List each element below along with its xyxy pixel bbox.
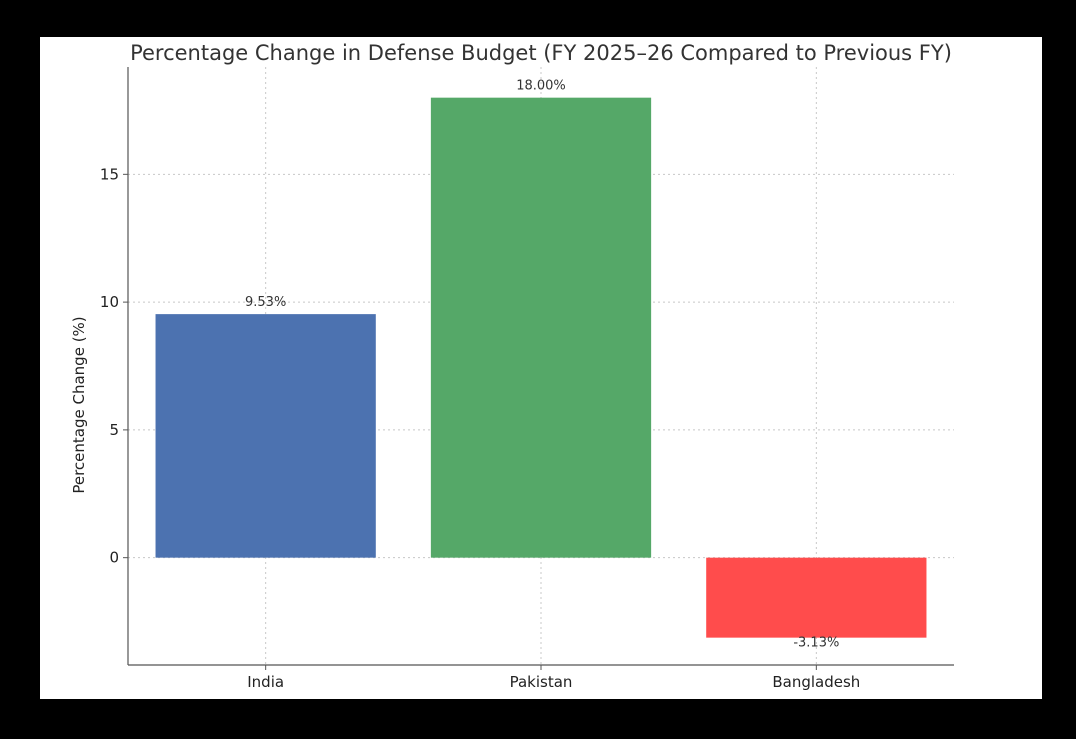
- y-tick-label: 10: [100, 293, 119, 311]
- bar-chart: Percentage Change in Defense Budget (FY …: [70, 41, 954, 691]
- bar-india: [155, 314, 376, 558]
- data-label-pakistan: 18.00%: [516, 79, 566, 94]
- x-tick-label: Pakistan: [510, 673, 573, 691]
- bar-bangladesh: [706, 557, 927, 638]
- y-tick-label: 15: [100, 165, 119, 183]
- bar-pakistan: [430, 97, 652, 558]
- data-label-bangladesh: -3.13%: [793, 636, 839, 651]
- bars-layer: [155, 97, 927, 638]
- y-tick-label: 0: [109, 549, 119, 567]
- chart-figure: Percentage Change in Defense Budget (FY …: [40, 37, 1042, 699]
- x-tick-label: Bangladesh: [772, 673, 860, 691]
- y-tick-label: 5: [109, 421, 119, 439]
- data-label-india: 9.53%: [245, 295, 286, 310]
- y-axis-title: Percentage Change (%): [70, 316, 88, 493]
- chart-title: Percentage Change in Defense Budget (FY …: [130, 41, 952, 65]
- data-labels-layer: 9.53% 18.00% -3.13%: [245, 79, 839, 651]
- axes-layer: 0 5 10 15 India Pakistan Bangladesh: [100, 67, 954, 691]
- x-tick-label: India: [247, 673, 284, 691]
